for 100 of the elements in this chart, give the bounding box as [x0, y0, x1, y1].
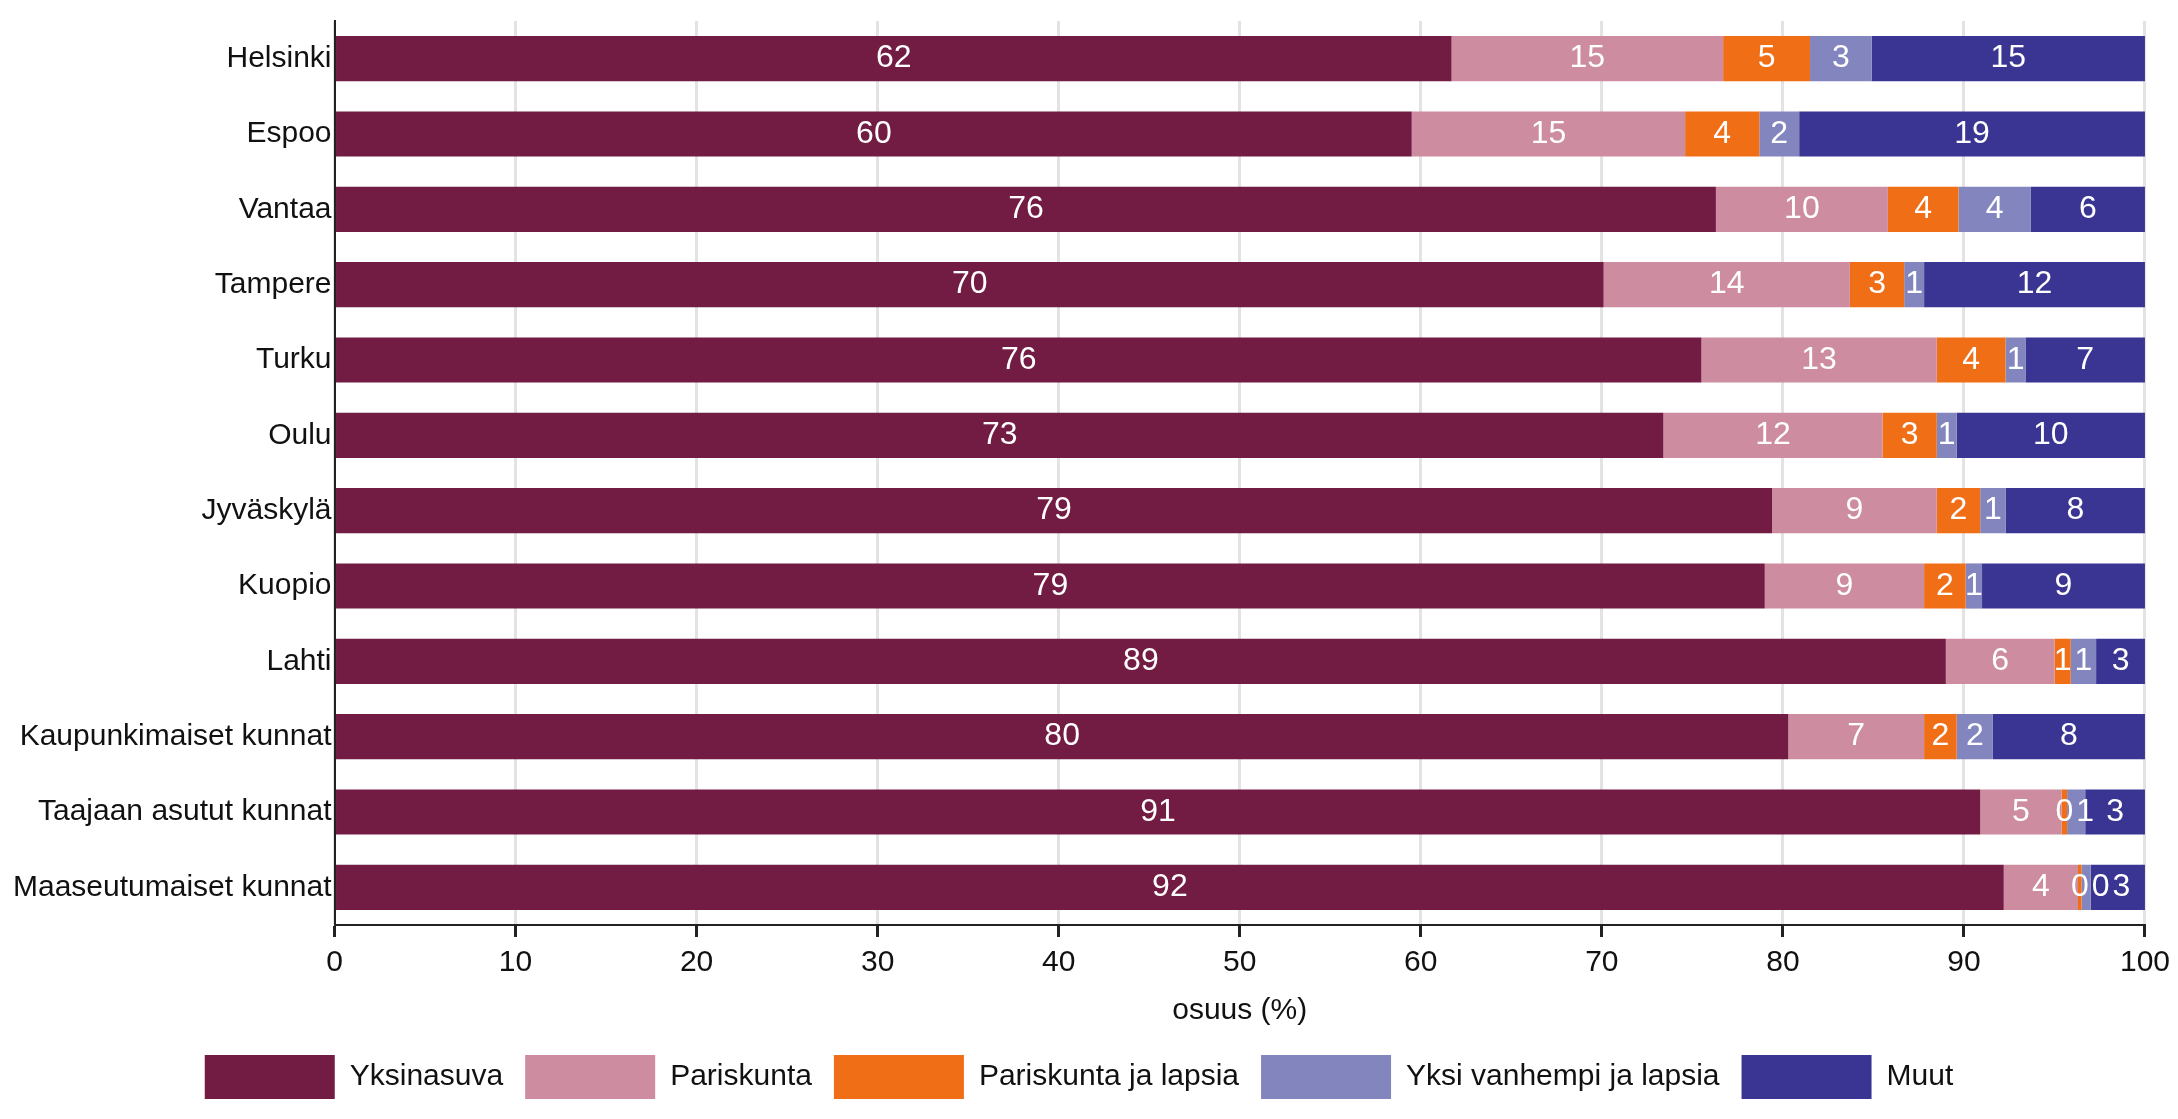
bar: [1764, 563, 1925, 609]
data-label: 80: [1044, 716, 1080, 753]
x-tick-label: 10: [498, 944, 533, 978]
bar: [1723, 36, 1811, 82]
data-label: 2: [1965, 716, 1984, 753]
data-label: 12: [2016, 264, 2053, 301]
data-label: 3: [1831, 38, 1850, 75]
legend-label: Yksi vanhempi ja lapsia: [1406, 1058, 1720, 1092]
data-label: 4: [1962, 339, 1981, 376]
bar: [336, 638, 1946, 684]
bar: [336, 337, 1702, 383]
y-tick-label: Vantaa: [238, 190, 332, 224]
y-tick-label: Tampere: [214, 265, 332, 299]
data-label: 3: [1868, 264, 1886, 301]
data-label: 10: [2033, 415, 2069, 452]
bar: [1924, 563, 1966, 609]
data-label: 14: [1708, 264, 1745, 301]
y-tick-label: Jyväskylä: [201, 491, 332, 525]
data-label: 89: [1123, 641, 1159, 678]
data-label: 76: [1000, 339, 1037, 376]
x-tick-label: 70: [1585, 944, 1619, 978]
data-label: 1: [2053, 641, 2072, 678]
data-label: 2: [1931, 716, 1950, 753]
bar: [336, 789, 1981, 835]
data-label: 4: [2031, 867, 2050, 904]
bar: [1945, 638, 2055, 684]
data-label: 70: [952, 264, 988, 301]
data-label: 10: [1784, 189, 1820, 226]
bar: [1759, 111, 1800, 157]
y-tick-label: Lahti: [266, 642, 332, 676]
data-label: 0: [2091, 867, 2110, 904]
x-tick-label: 40: [1042, 944, 1076, 978]
y-tick-label: Helsinki: [226, 39, 332, 73]
bar: [2005, 488, 2145, 534]
data-label: 6: [1991, 641, 2010, 678]
x-tick-label: 30: [860, 944, 895, 978]
data-label: 76: [1008, 189, 1044, 226]
data-label: 0: [2055, 791, 2074, 828]
data-label: 5: [2012, 791, 2030, 828]
legend-label: Muut: [1886, 1058, 1954, 1092]
data-label: 2: [1949, 490, 1968, 527]
data-label: 6: [2079, 189, 2097, 226]
data-label: 9: [1835, 565, 1854, 602]
bar: [1849, 262, 1905, 308]
data-label: 7: [2076, 339, 2095, 376]
data-label: 1: [1905, 264, 1924, 301]
data-label: 91: [1140, 791, 1176, 828]
y-tick-label: Taajaan asutut kunnat: [37, 793, 333, 827]
data-label: 9: [2054, 565, 2073, 602]
data-label: 1: [2076, 791, 2095, 828]
bar: [1980, 488, 2006, 534]
bar: [336, 864, 2004, 910]
bar: [1956, 412, 2145, 458]
data-label: 73: [981, 415, 1018, 452]
bar: [336, 262, 1604, 308]
bar: [1871, 36, 2145, 82]
bar: [1992, 714, 2145, 760]
x-tick-label: 0: [326, 944, 343, 978]
data-label: 13: [1801, 339, 1837, 376]
bar: [1701, 337, 1937, 383]
bar: [1685, 111, 1760, 157]
y-tick-label: Maaseutumaiset kunnat: [13, 868, 333, 902]
bar: [336, 488, 1773, 534]
bar: [1663, 412, 1883, 458]
data-label: 2: [1936, 565, 1954, 602]
bar: [2096, 638, 2145, 684]
bar: [1772, 488, 1937, 534]
data-label: 2: [1770, 113, 1789, 150]
bar: [1799, 111, 2145, 157]
bar: [336, 563, 1765, 609]
bar: [1810, 36, 1872, 82]
bar: [1411, 111, 1686, 157]
y-tick-label: Kaupunkimaiset kunnat: [19, 717, 333, 751]
data-label: 3: [2106, 791, 2124, 828]
bar: [1936, 488, 1981, 534]
data-label: 92: [1152, 867, 1188, 904]
data-label: 79: [1032, 565, 1069, 602]
data-label: 62: [875, 38, 912, 75]
bar: [336, 714, 1789, 760]
data-label: 3: [2112, 867, 2131, 904]
x-tick-label: 50: [1223, 944, 1257, 978]
bar: [336, 412, 1664, 458]
bar: [1715, 186, 1888, 232]
bar: [336, 36, 1452, 82]
y-tick-label: Oulu: [268, 416, 332, 450]
data-label: 1: [2006, 339, 2025, 376]
x-tick-label: 100: [2119, 944, 2170, 978]
bar: [336, 186, 1716, 232]
bar: [2030, 186, 2145, 232]
data-label: 5: [1757, 38, 1776, 75]
bar: [1936, 337, 2006, 383]
data-label: 4: [1985, 189, 2004, 226]
data-label: 9: [1845, 490, 1864, 527]
bar: [1887, 186, 1959, 232]
data-label: 7: [1847, 716, 1866, 753]
data-label: 15: [1990, 38, 2027, 75]
x-tick-label: 60: [1404, 944, 1438, 978]
data-label: 1: [1937, 415, 1956, 452]
bar: [2025, 337, 2145, 383]
bar: [336, 111, 1412, 157]
